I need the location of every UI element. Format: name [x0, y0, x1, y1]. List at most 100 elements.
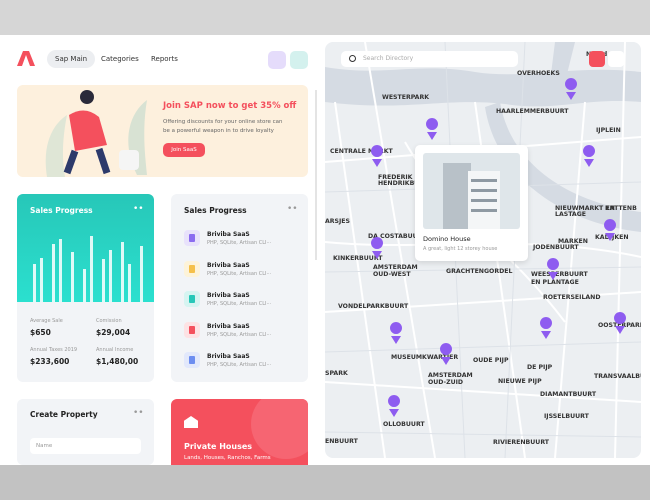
- item-name[interactable]: Briviba SaaS: [207, 322, 250, 330]
- stat-label: Comission: [96, 318, 122, 324]
- private-houses-text: Lands, Houses, Ranchos, Farms: [184, 455, 271, 461]
- item-name[interactable]: Briviba SaaS: [207, 231, 250, 238]
- sales-card-title: Sales Progress: [30, 206, 93, 215]
- promo-illustration: [45, 90, 147, 177]
- popup-image: [423, 153, 520, 229]
- map-label: EN PLANTAGE: [531, 279, 579, 286]
- map-search[interactable]: Search Directory: [341, 51, 518, 67]
- map-label: RIVIERENBUURT: [493, 439, 550, 446]
- item-name[interactable]: Briviba SaaS: [207, 261, 250, 269]
- more-dots[interactable]: ••: [287, 204, 298, 214]
- house-icon: [184, 416, 198, 428]
- promo-button[interactable]: Join SaaS: [163, 143, 205, 157]
- map-label: NIEUWMARKT EN: [555, 205, 615, 212]
- map-pin[interactable]: [604, 219, 617, 241]
- search-placeholder: Search Directory: [363, 55, 414, 62]
- stat-label: Annual Income: [96, 347, 134, 353]
- item-desc: PHP, SQLite, Artisan CLI···: [207, 240, 272, 246]
- map-label: MARKEN: [558, 238, 588, 245]
- item-icon: [184, 321, 200, 338]
- map-label: CENTRALE MARKT: [330, 148, 394, 155]
- map-label: OUD-WEST: [373, 271, 411, 278]
- map-label: HENDRIKBUURT: [378, 180, 434, 187]
- item-icon: [184, 291, 200, 307]
- item-icon-glyph: [189, 295, 195, 303]
- map-label: IJSSELBUURT: [544, 413, 590, 420]
- map-label: IJPLEIN: [596, 127, 621, 134]
- map-pin[interactable]: [371, 145, 384, 167]
- map-pin[interactable]: [565, 78, 578, 100]
- name-input[interactable]: Name: [30, 438, 141, 454]
- item-icon-glyph: [189, 264, 195, 273]
- stat-label: Annual Taxes 2019: [30, 347, 78, 353]
- layers-button[interactable]: [608, 51, 624, 67]
- popup-text: A great, light 12 storey house: [423, 246, 498, 252]
- scrollbar[interactable]: [315, 90, 317, 260]
- item-icon-glyph: [189, 325, 195, 334]
- item-icon: [184, 352, 200, 368]
- map-pin[interactable]: [426, 118, 439, 140]
- map-label: OLLOBUURT: [383, 421, 425, 428]
- more-dots[interactable]: ••: [133, 408, 144, 418]
- map-label: ROETERSEILAND: [543, 294, 601, 301]
- sales-list-title: Sales Progress: [184, 206, 247, 215]
- map-label: LASTAGE: [555, 211, 586, 218]
- map-pin[interactable]: [583, 145, 596, 167]
- item-icon-glyph: [189, 356, 195, 364]
- nav-tab[interactable]: Categories: [101, 55, 139, 63]
- map-popup[interactable]: Domino House A great, light 12 storey ho…: [415, 145, 528, 261]
- map-pin[interactable]: [440, 343, 453, 365]
- map-pin[interactable]: [390, 322, 403, 344]
- location-button[interactable]: [589, 51, 605, 67]
- stat-value: $233,600: [30, 357, 70, 366]
- stat-label: Average Sale: [30, 318, 63, 324]
- map-pin[interactable]: [547, 258, 560, 280]
- map-label: NIEUWE PIJP: [498, 378, 542, 385]
- chart-button[interactable]: [268, 51, 286, 69]
- bar-illustration: [33, 236, 143, 302]
- promo-banner: Join SAP now to get 35% off Offering dis…: [17, 85, 308, 177]
- map-label: DA COSTABUURT: [368, 233, 427, 240]
- stat-value: $29,004: [96, 328, 131, 337]
- map-label: KINKERBUURT: [333, 255, 383, 262]
- map-label: TRANSVAALBU: [594, 373, 641, 380]
- map-label: JODENBUURT: [532, 244, 579, 251]
- search-icon: [349, 55, 356, 62]
- nav-tab[interactable]: Reports: [151, 55, 178, 63]
- decor-circle: [251, 399, 308, 459]
- map-label: KATTENB: [605, 205, 637, 212]
- map-label: HAARLEMMERBUURT: [496, 108, 569, 115]
- map-label: FREDERIK: [378, 174, 413, 181]
- logo[interactable]: [17, 51, 35, 66]
- map-label: DE PIJP: [527, 364, 553, 371]
- map-label: OUDE PIJP: [473, 357, 509, 364]
- map-label: OUD-ZUID: [428, 379, 463, 386]
- map-label: GRACHTENGORDEL: [446, 268, 512, 275]
- map-label: AMSTERDAM: [428, 372, 473, 379]
- create-property-title: Create Property: [30, 410, 98, 419]
- nav-tab[interactable]: Sap Main: [47, 50, 96, 68]
- map-label: MUSEUMKWARTIER: [391, 354, 458, 361]
- item-name[interactable]: Briviba SaaS: [207, 353, 250, 360]
- map-pin[interactable]: [540, 317, 553, 339]
- stat-value: $650: [30, 328, 51, 337]
- map-label: VONDELPARKBUURT: [338, 303, 409, 310]
- promo-title: Join SAP now to get 35% off: [163, 101, 297, 111]
- map-label: WESTERPARK: [382, 94, 429, 101]
- promo-text: Offering discounts for your online store…: [163, 119, 283, 134]
- map-pin[interactable]: [371, 237, 384, 259]
- item-name[interactable]: Briviba SaaS: [207, 292, 250, 299]
- map-label: OOSTERPARK: [598, 322, 641, 329]
- sales-card: Sales Progress •• Average Sale $650 Comiss…: [17, 194, 154, 382]
- item-desc: PHP, SQLite, Artisan CLI···: [207, 362, 272, 368]
- item-icon: [184, 230, 200, 246]
- more-dots[interactable]: ••: [133, 204, 144, 214]
- user-button[interactable]: [290, 51, 308, 69]
- map-label: ARSJES: [325, 218, 350, 225]
- stat-value: $1,480,00: [96, 357, 139, 366]
- private-houses-card[interactable]: Private Houses Lands, Houses, Ranchos, F…: [171, 399, 308, 465]
- map-pin[interactable]: [388, 395, 401, 417]
- map-label: OVERHOEKS: [517, 70, 560, 77]
- map-pin[interactable]: [614, 312, 627, 334]
